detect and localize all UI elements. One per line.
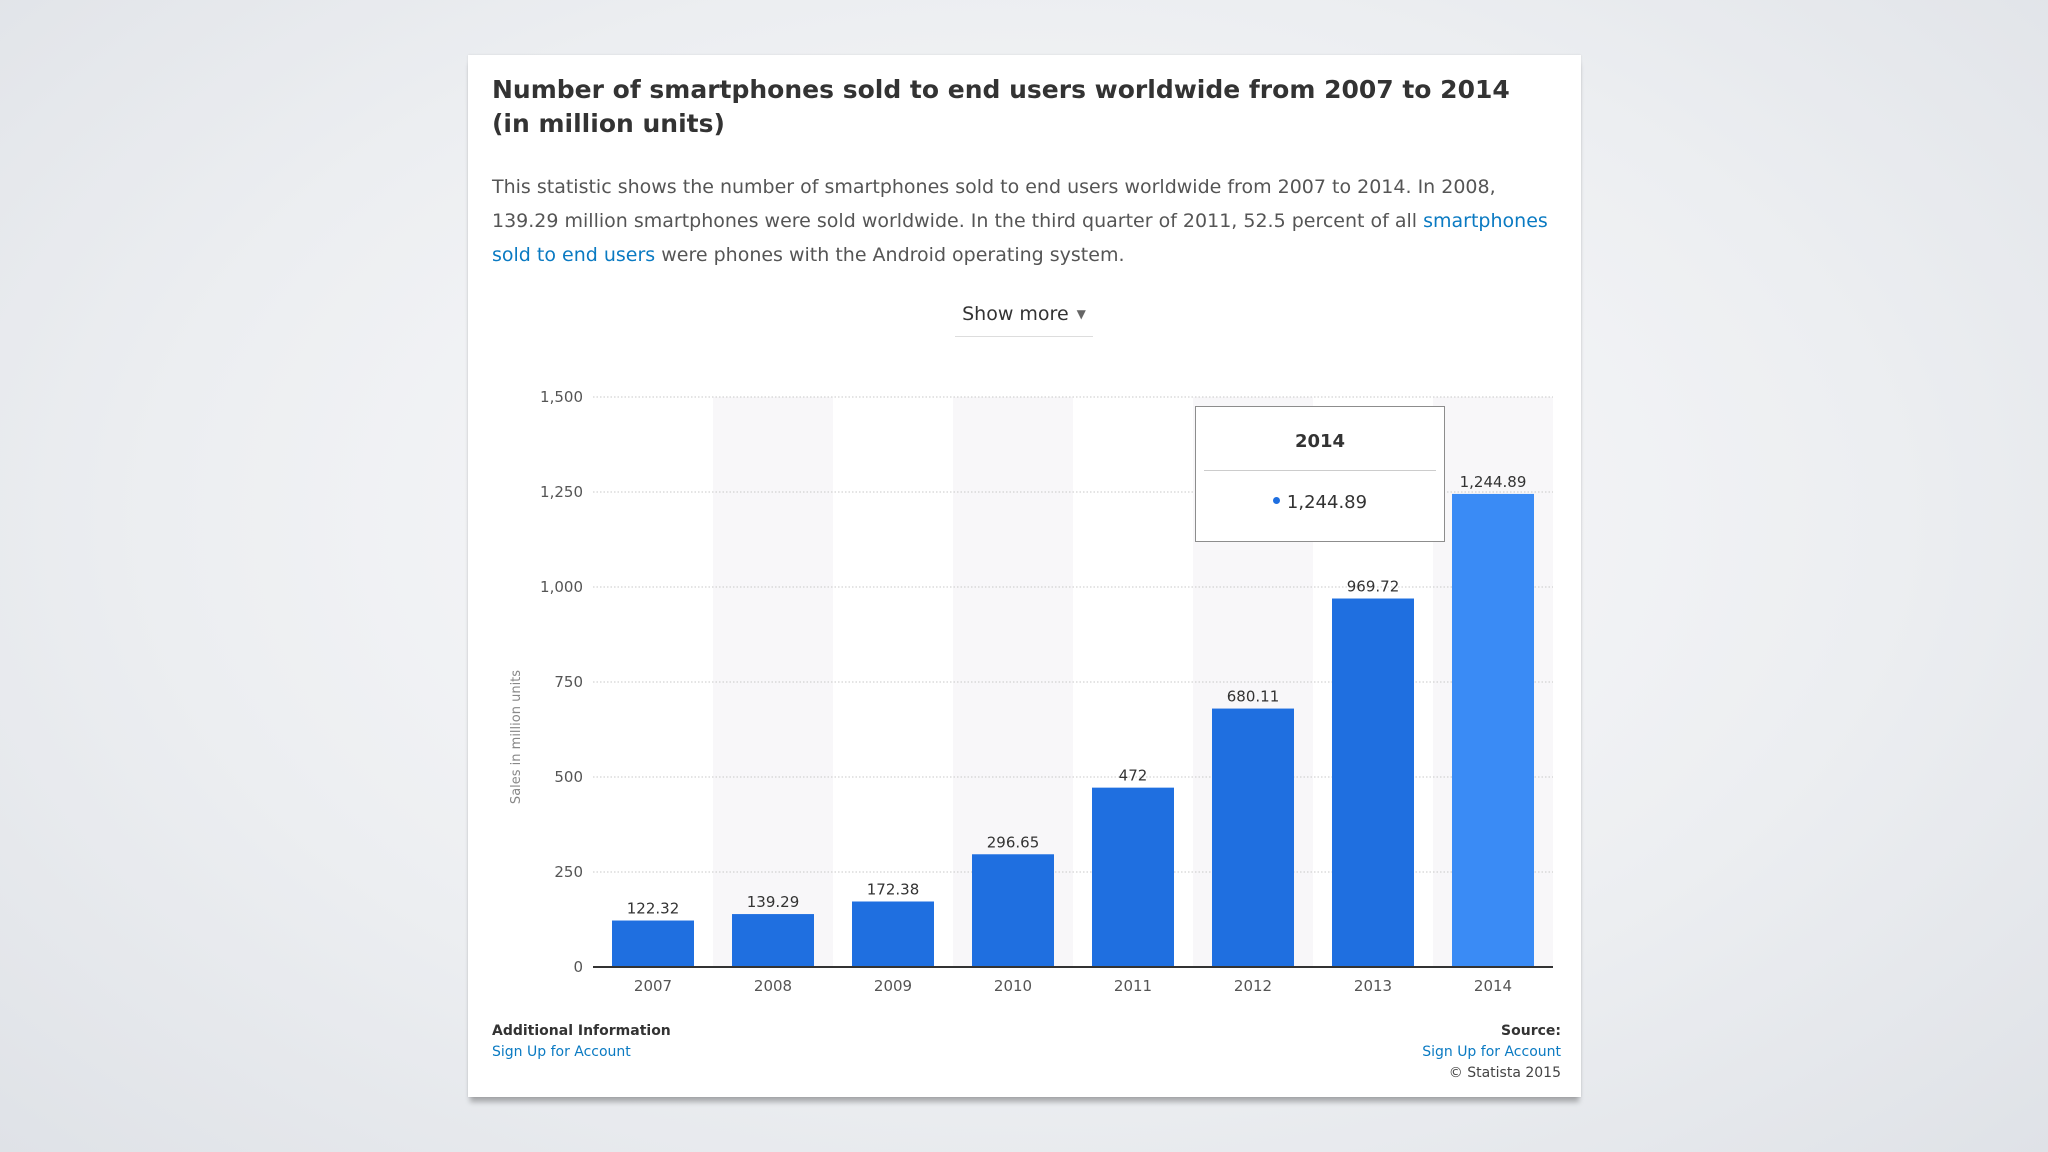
caret-down-icon: ▼ <box>1076 307 1086 321</box>
bar-chart: 0 250 500 750 1,000 1,250 1,500 122.32 139.29 17… <box>509 388 1553 995</box>
bar-value-label: 296.65 <box>987 833 1040 851</box>
bar-value-label: 969.72 <box>1347 578 1400 596</box>
x-tick-label: 2013 <box>1354 977 1392 995</box>
chart-title: Number of smartphones sold to end users … <box>492 75 1510 138</box>
bar-2010 <box>972 854 1054 967</box>
x-tick-label: 2008 <box>754 977 792 995</box>
x-tick-label: 2012 <box>1234 977 1272 995</box>
bar-value-label: 172.38 <box>867 880 920 898</box>
x-tick-label: 2009 <box>874 977 912 995</box>
bar-2014 <box>1452 493 1534 967</box>
copyright: © Statista 2015 <box>1448 1065 1561 1081</box>
bar-2008 <box>732 914 814 967</box>
bar-value-label: 139.29 <box>747 893 800 911</box>
description-text-1: This statistic shows the number of smart… <box>492 176 1496 232</box>
additional-info-heading: Additional Information <box>492 1023 671 1039</box>
source-heading: Source: <box>1501 1023 1561 1039</box>
x-tick-label: 2007 <box>634 977 672 995</box>
y-axis-label: Sales in million units <box>509 670 524 804</box>
y-tick-label: 1,000 <box>540 578 583 596</box>
chart-description: This statistic shows the number of smart… <box>492 170 1567 272</box>
bar-2013 <box>1332 598 1414 967</box>
tooltip-value: 1,244.89 <box>1286 492 1368 513</box>
x-tick-label: 2014 <box>1474 977 1512 995</box>
gridlines <box>593 396 1553 873</box>
bar-value-label: 472 <box>1119 767 1148 785</box>
sign-up-link-right[interactable]: Sign Up for Account <box>1422 1044 1561 1060</box>
bar-value-label: 122.32 <box>627 900 680 918</box>
x-tick-label: 2010 <box>994 977 1032 995</box>
y-tick-label: 500 <box>554 768 583 786</box>
tooltip-value-row: 1,244.89 <box>1196 492 1444 513</box>
bar-2012 <box>1212 708 1294 967</box>
y-tick-label: 1,500 <box>540 388 583 406</box>
description-text-2: were phones with the Android operating s… <box>655 244 1125 266</box>
chart-tooltip: 2014 1,244.89 <box>1195 406 1445 542</box>
bars <box>612 493 1534 967</box>
y-tick-label: 250 <box>554 863 583 881</box>
tooltip-title: 2014 <box>1204 431 1436 471</box>
x-tick-label: 2011 <box>1114 977 1152 995</box>
series-dot-icon <box>1272 497 1280 504</box>
bar-2011 <box>1092 787 1174 967</box>
show-more-button[interactable]: Show more ▼ <box>955 301 1093 337</box>
additional-information: Additional Information Sign Up for Accou… <box>492 1021 671 1063</box>
bar-2009 <box>852 901 934 967</box>
show-more-label: Show more <box>962 303 1069 325</box>
bar-data-labels: 122.32 139.29 172.38 296.65 472 680.11 969.72 1… <box>627 473 1527 918</box>
bar-2007 <box>612 920 694 967</box>
sign-up-link-left[interactable]: Sign Up for Account <box>492 1044 631 1060</box>
y-tick-label: 1,250 <box>540 483 583 501</box>
y-tick-labels: 0 250 500 750 1,000 1,250 1,500 <box>540 388 583 976</box>
y-tick-label: 750 <box>554 673 583 691</box>
statistic-card: Number of smartphones sold to end users … <box>468 55 1581 1097</box>
bar-value-label: 680.11 <box>1227 688 1280 706</box>
x-tick-labels: 2007 2008 2009 2010 2011 2012 2013 2014 <box>634 977 1512 995</box>
y-tick-label: 0 <box>573 958 583 976</box>
description-link[interactable]: smartphones sold to end users <box>492 210 1548 266</box>
source-info: Source: Sign Up for Account © Statista 2… <box>1422 1021 1561 1084</box>
bar-value-label: 1,244.89 <box>1460 473 1527 491</box>
